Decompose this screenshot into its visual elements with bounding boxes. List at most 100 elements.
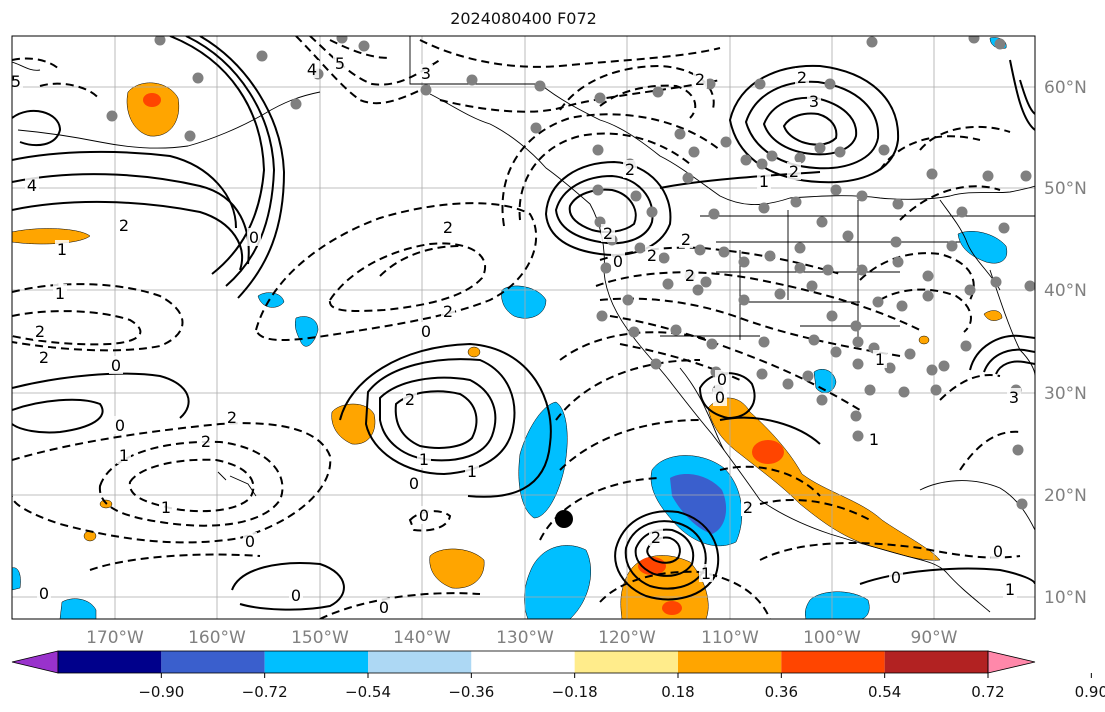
latitude-label: 20°N xyxy=(1044,486,1087,506)
station-dot xyxy=(720,136,732,148)
contour-label-bg xyxy=(889,568,903,586)
colorbar-frame xyxy=(57,650,989,674)
contour-label-bg xyxy=(419,64,433,82)
contour-label-bg xyxy=(159,498,173,516)
contour-label-solid: 3 xyxy=(1009,388,1019,407)
contour-label-dashed: 2 xyxy=(797,68,807,87)
contour-label-bg xyxy=(305,60,319,78)
contour-label-bg xyxy=(377,598,391,616)
contour-label-bg xyxy=(611,252,625,270)
contour-label-dashed: 5 xyxy=(335,54,345,73)
contour-label-solid: 0 xyxy=(717,370,727,389)
station-dot xyxy=(794,242,806,254)
station-dot xyxy=(852,336,864,348)
contour-label-solid: 2 xyxy=(119,216,129,235)
station-dot xyxy=(878,144,890,156)
contour-label-dashed: 0 xyxy=(291,586,301,605)
station-dot xyxy=(758,336,770,348)
station-dot xyxy=(790,196,802,208)
contour-labels: 5421022100012231202103001153422212100212… xyxy=(12,54,1021,617)
contour-label-solid: 2 xyxy=(789,162,799,181)
contour-label-dashed: 3 xyxy=(421,64,431,83)
station-dot xyxy=(622,294,634,306)
station-dot xyxy=(842,230,854,242)
contour-label-bg xyxy=(117,216,131,234)
contour-label-bg xyxy=(113,416,127,434)
station-dot xyxy=(650,358,662,370)
contour-label-bg xyxy=(441,302,455,320)
station-dot xyxy=(990,276,1002,288)
contour-label-dashed: 2 xyxy=(695,70,705,89)
contour-label-solid: 0 xyxy=(115,416,125,435)
contour-label-bg xyxy=(757,172,771,190)
colorbar-swatch xyxy=(161,651,265,673)
colorbar-extend-high xyxy=(987,650,1036,674)
contour-label-bg xyxy=(225,408,239,426)
longitude-label: 150°W xyxy=(291,628,349,648)
station-dot xyxy=(998,222,1010,234)
contour-label-bg xyxy=(1007,388,1021,406)
contour-label-solid: 4 xyxy=(27,176,37,195)
contour-label-bg xyxy=(247,228,261,246)
station-dot xyxy=(290,98,302,110)
station-dot xyxy=(884,362,896,374)
station-dot xyxy=(964,284,976,296)
station-dot xyxy=(982,170,994,182)
contour-label-bg xyxy=(645,246,659,264)
station-dot xyxy=(808,334,820,346)
contour-label-dashed: 2 xyxy=(647,246,657,265)
contour-label-dashed: 0 xyxy=(379,598,389,617)
longitude-label: 120°W xyxy=(598,628,656,648)
contour-label-dashed: 1 xyxy=(119,446,129,465)
contour-label-solid: 1 xyxy=(701,564,711,583)
colorbar-tick-label: 0.36 xyxy=(765,683,798,701)
station-dot xyxy=(592,144,604,156)
station-dot xyxy=(592,184,604,196)
map-title: 2024080400 F072 xyxy=(450,9,597,28)
station-dot xyxy=(926,168,938,180)
station-dot xyxy=(968,36,980,44)
contour-label-solid: 0 xyxy=(39,584,49,603)
station-dot xyxy=(930,384,942,396)
station-dot xyxy=(1016,498,1028,510)
contour-label-bg xyxy=(693,70,707,88)
contour-label-bg xyxy=(55,240,69,258)
contour-label-solid: 2 xyxy=(651,528,661,547)
station-dot xyxy=(1020,170,1032,182)
contour-label-solid: 0 xyxy=(891,568,901,587)
station-dot xyxy=(184,130,196,142)
station-dot xyxy=(946,240,958,252)
contour-label-solid: 2 xyxy=(625,160,635,179)
contour-label-dashed: 2 xyxy=(201,432,211,451)
contour-label-dashed: 0 xyxy=(421,322,431,341)
latitude-label: 50°N xyxy=(1044,179,1087,199)
colorbar-swatch xyxy=(884,651,988,673)
contour-label-solid: 3 xyxy=(809,92,819,111)
contour-label-dashed: 0 xyxy=(245,532,255,551)
contour-label-bg xyxy=(25,176,39,194)
station-dot xyxy=(662,278,674,290)
contour-label-bg xyxy=(867,430,881,448)
contour-label-solid: 0 xyxy=(715,388,725,407)
contour-label-dashed: 0 xyxy=(993,542,1003,561)
latitude-label: 40°N xyxy=(1044,281,1087,301)
station-dot xyxy=(758,202,770,214)
contour-label-bg xyxy=(807,92,821,110)
colorbar xyxy=(11,650,1036,674)
contour-label-dashed: 2 xyxy=(35,322,45,341)
station-dot xyxy=(926,364,938,376)
station-dot xyxy=(358,40,370,52)
contour-label-bg xyxy=(12,72,23,90)
contour-label-bg xyxy=(33,322,47,340)
contour-label-bg xyxy=(441,218,455,236)
station-dot xyxy=(1012,444,1024,456)
colorbar-swatch xyxy=(574,651,678,673)
contour-label-bg xyxy=(243,532,257,550)
contour-label-bg xyxy=(699,564,713,582)
station-dot xyxy=(938,360,950,372)
station-dot xyxy=(864,384,876,396)
station-dot xyxy=(922,290,934,302)
colorbar-swatch xyxy=(58,651,162,673)
contour-label-dashed: 1 xyxy=(55,284,65,303)
station-dot xyxy=(706,338,718,350)
